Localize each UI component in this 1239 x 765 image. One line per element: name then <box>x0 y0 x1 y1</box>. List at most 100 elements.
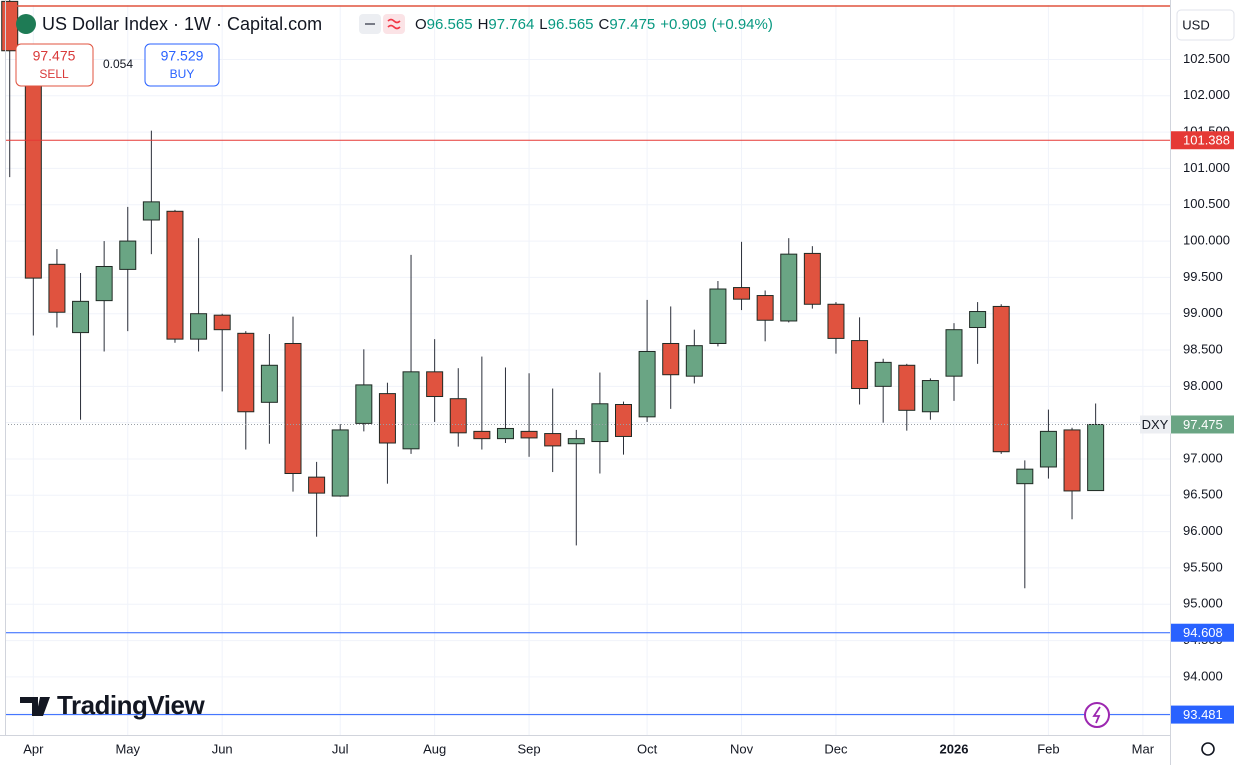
legend-change: +0.909 <box>660 16 706 33</box>
candle-body <box>1039 430 1057 468</box>
candle-body <box>803 252 821 305</box>
candle-body <box>992 305 1010 453</box>
x-tick-label: Aug <box>423 741 446 756</box>
buy-price: 97.529 <box>161 48 204 64</box>
y-tick-label: 96.500 <box>1183 487 1223 502</box>
candle-body <box>72 300 90 334</box>
candle-body <box>567 438 585 445</box>
legend-value: 97.475 <box>609 16 655 33</box>
x-tick-label: Jun <box>212 741 233 756</box>
candle-body <box>851 340 869 390</box>
settings-icon[interactable] <box>1201 742 1215 756</box>
sell-button[interactable] <box>15 43 94 87</box>
legend-change: (+0.94%) <box>712 16 773 33</box>
brand: TradingView <box>57 690 205 720</box>
y-tick-label: 100.500 <box>1183 196 1230 211</box>
candle-body <box>213 314 231 331</box>
legend-label: O <box>415 16 427 33</box>
x-tick-label: Feb <box>1037 741 1059 756</box>
candle-body <box>898 364 916 411</box>
candle-body <box>284 342 302 475</box>
hline-label: 94.608 <box>1183 625 1223 640</box>
x-tick-label: Sep <box>518 741 541 756</box>
symbol-icon <box>16 14 36 34</box>
currency-box[interactable] <box>1176 9 1235 41</box>
candle-body <box>308 476 326 494</box>
candle-body <box>756 295 774 321</box>
hline-label-bg <box>1171 705 1234 724</box>
candle-body <box>402 371 420 450</box>
y-tick-label: 102.500 <box>1183 51 1230 66</box>
y-tick-label: 97.000 <box>1183 450 1223 465</box>
candle-body <box>921 380 939 413</box>
candle-body <box>378 393 396 444</box>
price-label: 97.475 <box>1183 417 1223 432</box>
y-tick-label: 102.000 <box>1183 87 1230 102</box>
y-tick-label: 95.500 <box>1183 559 1223 574</box>
y-tick-label: 94.000 <box>1183 668 1223 683</box>
candle-body <box>874 361 892 387</box>
candle-body <box>142 201 160 221</box>
candle-body <box>662 342 680 376</box>
candle-body <box>331 429 349 497</box>
sell-price: 97.475 <box>33 48 76 64</box>
candle-body <box>24 85 42 279</box>
icon <box>387 18 401 30</box>
x-tick-label: 2026 <box>940 741 969 756</box>
candle-body <box>1063 429 1081 492</box>
chart-title: US Dollar Index · 1W · Capital.com <box>42 14 322 34</box>
candle-body <box>237 332 255 413</box>
candle-body <box>260 364 278 403</box>
currency: USD <box>1182 17 1209 32</box>
hline-label-bg <box>1171 131 1234 150</box>
y-axis: 93.50094.00094.50095.00095.50096.00096.5… <box>23 51 1234 756</box>
candle-body <box>119 240 137 270</box>
legend-label: C <box>599 16 610 33</box>
legend-label: H <box>478 16 489 33</box>
y-tick-label: 101.000 <box>1183 160 1230 175</box>
candle-body <box>638 350 656 418</box>
replay-icon[interactable] <box>1084 702 1110 728</box>
candle-body <box>733 287 751 300</box>
candle-body <box>496 427 514 440</box>
candle-body <box>355 384 373 424</box>
legend-value: 96.565 <box>548 16 594 33</box>
hline-label: 93.481 <box>1183 707 1223 722</box>
logo-icon <box>20 697 50 716</box>
candle-body <box>520 430 538 439</box>
y-tick-label: 100.000 <box>1183 233 1230 248</box>
hline-label: 101.388 <box>1183 133 1230 148</box>
x-tick-label: Mar <box>1132 741 1155 756</box>
header: US Dollar Index · 1W · Capital.com 97.47… <box>15 9 1235 756</box>
icon-button[interactable] <box>383 14 405 34</box>
hline-label-bg <box>1171 623 1234 642</box>
spread: 0.054 <box>103 57 133 71</box>
y-tick-label: 96.000 <box>1183 523 1223 538</box>
candle-body <box>544 433 562 447</box>
candle-body <box>709 288 727 344</box>
series-name: DXY <box>1142 417 1169 432</box>
x-tick-label: Nov <box>730 741 754 756</box>
y-tick-label: 98.000 <box>1183 378 1223 393</box>
plot <box>1 0 1170 716</box>
buy-label: BUY <box>170 67 195 81</box>
candle-body <box>615 404 633 437</box>
candle-body <box>426 371 444 398</box>
price-tag-bg <box>1140 415 1171 434</box>
candle-body <box>166 210 184 340</box>
buy-button[interactable] <box>144 43 220 87</box>
x-tick-label: Oct <box>637 741 658 756</box>
candle-body <box>780 253 798 322</box>
legend-value: 97.764 <box>488 16 534 33</box>
candle-body <box>827 303 845 339</box>
y-tick-label: 99.500 <box>1183 269 1223 284</box>
x-tick-label: May <box>115 741 140 756</box>
candle-body <box>449 398 467 434</box>
candle-body <box>945 329 963 377</box>
candle-body <box>969 311 987 329</box>
candle-body <box>591 403 609 443</box>
legend-value: 96.565 <box>427 16 473 33</box>
